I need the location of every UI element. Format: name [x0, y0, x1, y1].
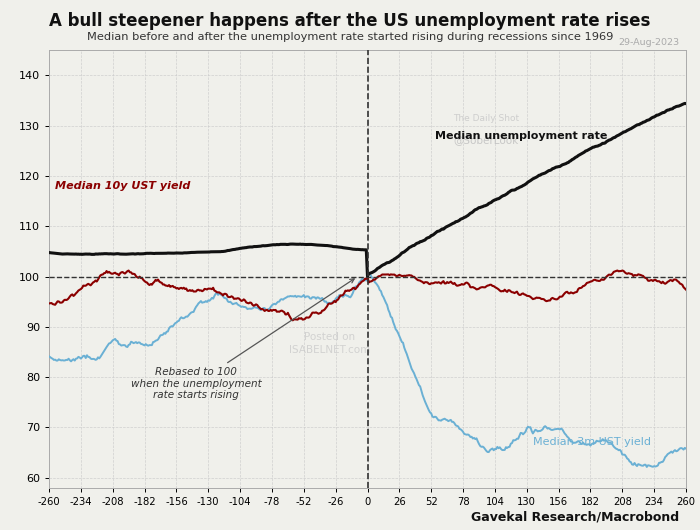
- Text: The Daily Shot: The Daily Shot: [454, 113, 519, 122]
- Text: Gavekal Research/Macrobond: Gavekal Research/Macrobond: [471, 510, 679, 524]
- Text: 29-Aug-2023: 29-Aug-2023: [618, 38, 679, 47]
- Text: Median before and after the unemployment rate started rising during recessions s: Median before and after the unemployment…: [87, 32, 613, 42]
- Text: Median unemployment rate: Median unemployment rate: [435, 131, 608, 141]
- Text: Rebased to 100
when the unemployment
rate starts rising: Rebased to 100 when the unemployment rat…: [131, 279, 354, 400]
- Text: Median 3m UST yield: Median 3m UST yield: [533, 437, 651, 447]
- Text: @SoberLook: @SoberLook: [454, 135, 519, 145]
- Text: A bull steepener happens after the US unemployment rate rises: A bull steepener happens after the US un…: [49, 12, 651, 30]
- Text: Median 10y UST yield: Median 10y UST yield: [55, 181, 190, 191]
- Text: Posted on
ISABELNET.com: Posted on ISABELNET.com: [288, 332, 370, 355]
